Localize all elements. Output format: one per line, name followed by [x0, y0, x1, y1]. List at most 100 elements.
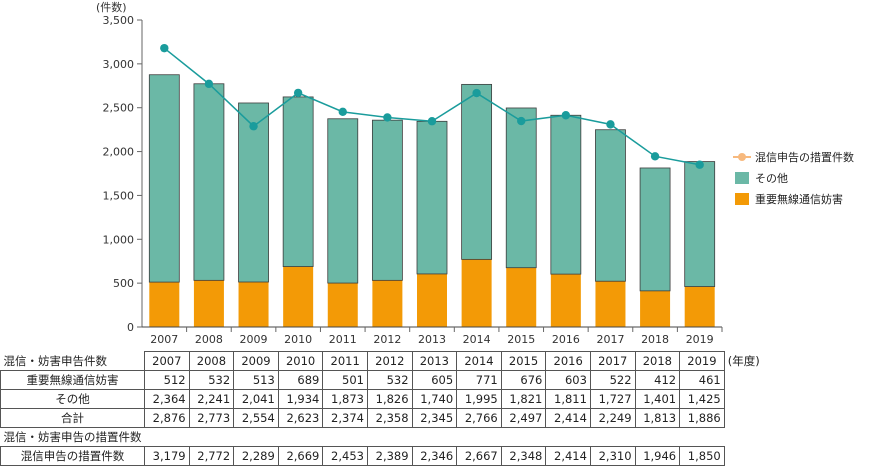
y-tick-label: 2,500 — [103, 102, 135, 115]
y-tick-label: 3,000 — [103, 58, 135, 71]
table-cell: 1,425 — [679, 389, 725, 409]
table-cell: 2,453 — [322, 446, 368, 466]
x-tick-label: 2007 — [150, 333, 178, 346]
table-cell: 2,041 — [233, 389, 279, 409]
bar-interference — [417, 273, 447, 327]
legend-item-measures: 混信申告の措置件数 — [733, 146, 881, 167]
table-cell: 461 — [679, 370, 725, 390]
table-year-cell: 2018 — [634, 351, 681, 371]
bar-other — [550, 114, 582, 275]
table-cell: 1,873 — [322, 389, 368, 409]
table-blank-cell — [412, 428, 457, 447]
table-blank-cell — [680, 428, 725, 447]
x-tick-label: 2014 — [463, 333, 491, 346]
table-cell: 522 — [589, 370, 636, 390]
table-blank-cell — [590, 428, 635, 447]
bar-other — [639, 167, 671, 292]
table-cell: 1,813 — [634, 408, 681, 428]
table-row-label: その他 — [0, 389, 145, 409]
table-row-label: 合計 — [0, 408, 145, 428]
table-blank-cell — [189, 428, 234, 447]
y-tick-label: 3,500 — [103, 14, 135, 27]
table-cell: 532 — [366, 370, 413, 390]
table-cell: 2,364 — [144, 389, 190, 409]
table-cell: 1,826 — [366, 389, 413, 409]
legend-label: 混信申告の措置件数 — [755, 150, 854, 164]
line-swatch-icon — [733, 151, 751, 163]
x-tick-label: 2015 — [507, 333, 535, 346]
y-tick-label: 2,000 — [103, 146, 135, 159]
line-point — [427, 117, 437, 126]
x-tick-label: 2017 — [596, 333, 624, 346]
table-cell: 689 — [277, 370, 324, 390]
table-row: 合計 2,876 2,773 2,554 2,623 2,374 2,358 2,345 2,7… — [0, 408, 768, 428]
bar-interference — [461, 259, 492, 327]
orange-swatch-icon — [735, 192, 749, 205]
table-cell: 1,401 — [634, 389, 681, 409]
table-year-cell: 2019 — [679, 351, 725, 371]
y-tick-label: 0 — [127, 321, 134, 334]
table-year-cell: 2010 — [277, 351, 324, 371]
table-unit-label: (年度) — [727, 354, 760, 368]
legend-item-interference: 重要無線通信妨害 — [733, 188, 881, 209]
line-point — [204, 79, 214, 89]
table-group2-row: 混信・妨害申告の措置件数 — [1, 428, 768, 447]
table-blank-cell — [724, 409, 767, 428]
table-row-label: 混信申告の措置件数 — [0, 446, 145, 466]
table-year-cell: 2008 — [188, 351, 235, 371]
data-table: 混信・妨害申告件数 2007 2008 2009 2010 2011 2012 2013 201… — [0, 351, 768, 466]
table-blank-cell — [724, 428, 767, 447]
y-tick-label: 500 — [113, 277, 134, 290]
y-tick-label: 1,000 — [103, 233, 135, 246]
bar-other — [327, 118, 359, 284]
table-year-cell: 2009 — [233, 351, 279, 371]
bar-other — [595, 129, 626, 282]
bar-other — [371, 119, 403, 281]
table-cell: 2,667 — [456, 446, 502, 466]
table-cell: 2,766 — [456, 408, 502, 428]
table-year-cell: 2016 — [545, 351, 591, 371]
table-year-cell: 2015 — [500, 351, 547, 371]
chart-legend: 混信申告の措置件数 その他 重要無線通信妨害 — [733, 146, 881, 209]
table-cell: 3,179 — [144, 446, 190, 466]
table-blank-cell — [501, 428, 546, 447]
table-year-cell: 2011 — [322, 351, 368, 371]
bar-interference — [283, 266, 314, 327]
bar-interference — [193, 280, 224, 327]
table-cell: 2,374 — [322, 408, 368, 428]
table-cell: 603 — [545, 370, 591, 390]
x-tick-label: 2013 — [418, 333, 446, 346]
table-cell: 1,811 — [545, 389, 591, 409]
bar-other — [416, 120, 448, 275]
table-blank-cell — [724, 447, 767, 466]
table-cell: 2,414 — [545, 408, 591, 428]
table-year-cell: 2017 — [589, 351, 636, 371]
table-year-cell: 2007 — [144, 351, 190, 371]
line-point — [517, 116, 526, 126]
legend-item-other: その他 — [733, 167, 881, 188]
table-cell: 1,821 — [500, 389, 547, 409]
table-blank-cell — [724, 390, 767, 409]
table-cell: 512 — [144, 370, 190, 390]
line-point — [650, 152, 660, 161]
bar-other — [684, 161, 716, 287]
table-cell: 1,934 — [277, 389, 324, 409]
table-year-cell: 2012 — [366, 351, 413, 371]
x-tick-label: 2016 — [552, 333, 580, 346]
table-cell: 1,946 — [634, 446, 681, 466]
table-blank-cell — [323, 428, 368, 447]
x-tick-label: 2012 — [373, 333, 401, 346]
bar-interference — [640, 290, 671, 327]
table-header-row: 混信・妨害申告件数 2007 2008 2009 2010 2011 2012 2013 201… — [1, 351, 768, 371]
line-point — [472, 88, 481, 98]
line-point — [293, 88, 303, 98]
bar-interference — [550, 274, 581, 327]
line-point — [561, 111, 571, 120]
table-cell: 1,850 — [679, 446, 725, 466]
stacked-bar-line-chart: (件数) 0 500 1,000 1,500 2,000 2,500 3,000 3,500 20… — [96, 1, 723, 346]
bar-other — [282, 96, 314, 267]
table-cell: 2,554 — [233, 408, 279, 428]
table-blank-cell — [546, 428, 591, 447]
x-tick-label: 2008 — [195, 333, 223, 346]
table-cell: 2,772 — [188, 446, 235, 466]
